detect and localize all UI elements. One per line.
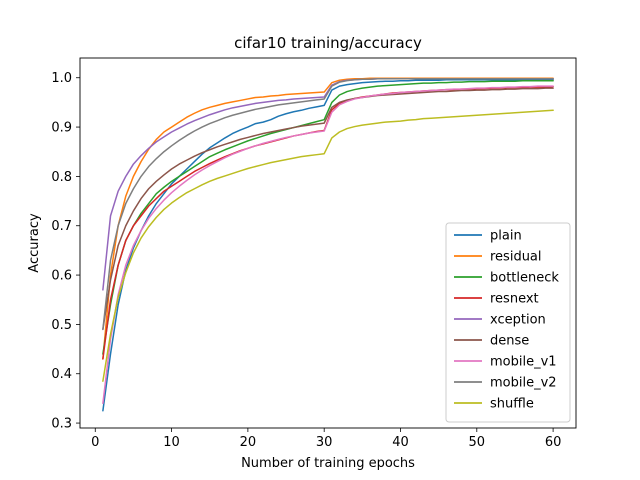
legend-label-dense: dense bbox=[490, 334, 529, 349]
series-line-mobile_v2 bbox=[102, 77, 554, 331]
chart-title: cifar10 training/accuracy bbox=[234, 34, 422, 52]
legend-label-bottleneck: bottleneck bbox=[490, 271, 559, 286]
y-tick-label: 0.6 bbox=[51, 269, 72, 284]
legend-label-shuffle: shuffle bbox=[490, 397, 534, 412]
series-line-bottleneck bbox=[102, 79, 554, 355]
legend-label-residual: residual bbox=[490, 250, 542, 265]
x-tick-label: 30 bbox=[316, 435, 333, 450]
y-tick-label: 0.3 bbox=[51, 417, 72, 432]
legend-box bbox=[445, 222, 571, 423]
x-tick-label: 20 bbox=[240, 435, 257, 450]
legend-label-resnext: resnext bbox=[490, 292, 539, 307]
legend-label-mobile_v2: mobile_v2 bbox=[490, 376, 557, 391]
plot-frame bbox=[79, 57, 577, 429]
x-axis-label: Number of training epochs bbox=[241, 456, 415, 471]
y-tick-label: 0.8 bbox=[51, 170, 72, 185]
y-axis: 0.3 0.4 0.5 0.6 0.7 0.8 0.9 1.0 bbox=[51, 71, 80, 432]
y-tick-label: 1.0 bbox=[51, 71, 72, 86]
legend-label-xception: xception bbox=[490, 313, 546, 328]
legend-label-mobile_v1: mobile_v1 bbox=[490, 355, 557, 370]
series-layer bbox=[102, 77, 554, 412]
x-tick-label: 10 bbox=[163, 435, 180, 450]
y-tick-label: 0.9 bbox=[51, 121, 72, 136]
x-tick-label: 40 bbox=[392, 435, 409, 450]
x-tick-label: 50 bbox=[469, 435, 486, 450]
x-tick-label: 0 bbox=[91, 435, 99, 450]
x-axis: 0 10 20 30 40 50 60 bbox=[91, 428, 561, 450]
x-tick-label: 60 bbox=[545, 435, 562, 450]
y-tick-label: 0.4 bbox=[51, 367, 72, 382]
legend-label-plain: plain bbox=[490, 229, 522, 244]
y-axis-label: Accuracy bbox=[27, 213, 42, 273]
series-line-dense bbox=[102, 87, 554, 331]
y-tick-label: 0.5 bbox=[51, 318, 72, 333]
y-tick-label: 0.7 bbox=[51, 219, 72, 234]
legend: plain residual bottleneck resnext xception de… bbox=[445, 222, 571, 423]
series-line-shuffle bbox=[102, 109, 554, 382]
series-line-mobile_v1 bbox=[102, 85, 554, 405]
